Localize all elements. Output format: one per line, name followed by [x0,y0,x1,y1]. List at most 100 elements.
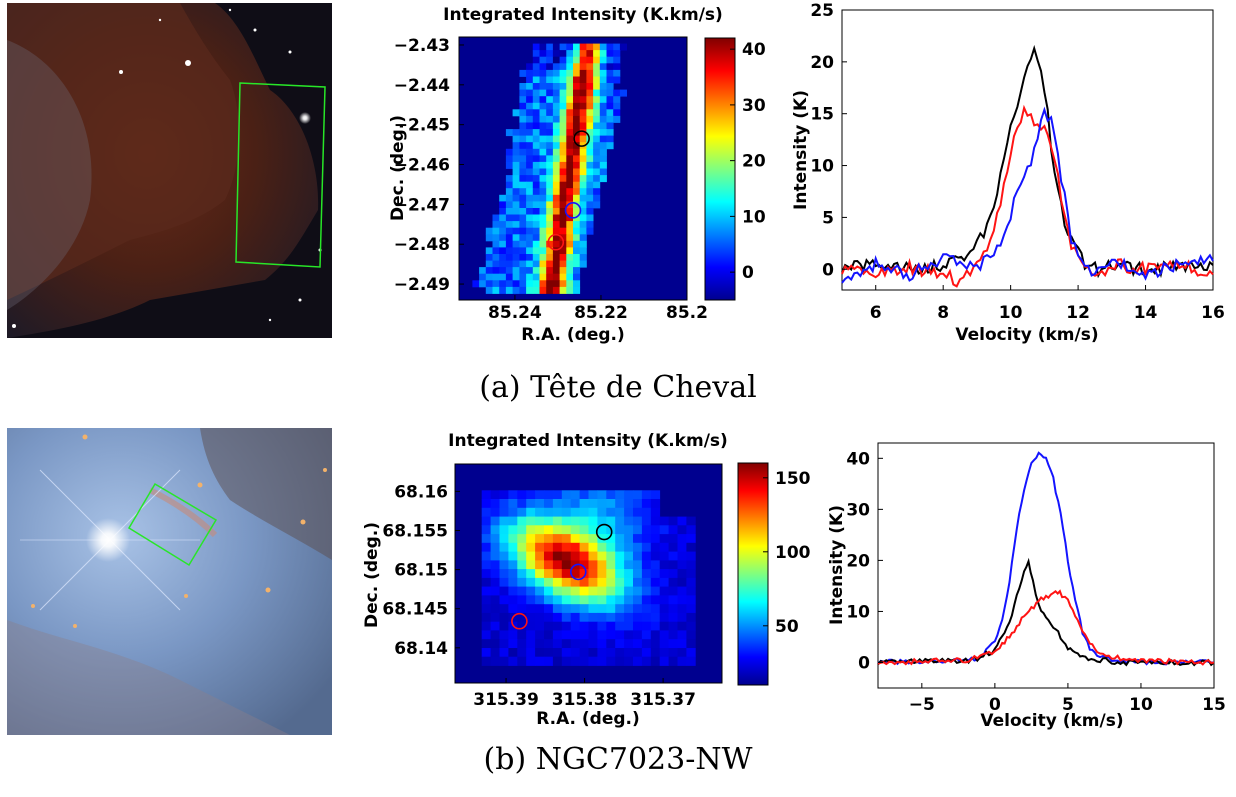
map-cell [659,630,669,640]
map-cell [586,148,594,156]
map-cell [593,109,601,117]
map-cell [546,69,554,77]
map-cell [579,221,587,229]
map-cell [526,551,536,561]
map-cell [481,630,491,640]
y-tick-label: 68.145 [382,600,448,620]
map-cell [597,648,607,658]
map-cell [492,286,500,294]
map-cell [579,247,587,255]
map-cell [615,586,625,596]
map-cell [677,621,687,631]
map-cell [508,586,518,596]
map-cell [613,56,621,64]
map-cell [552,286,560,294]
map-cell [633,595,643,605]
map-cell [559,175,567,183]
map-cell [552,254,560,261]
map-cell [566,161,574,169]
map-cell [615,490,625,500]
map-cell [526,129,534,137]
y-tick-label: 5 [822,208,834,228]
map-cell [532,161,540,169]
map-cell [539,161,547,169]
map-cell [570,534,580,544]
map-cell [485,267,493,275]
map-cell [624,630,634,640]
map-cell [532,168,540,176]
map-cell [552,569,563,579]
map-frame [458,36,688,301]
map-cell [633,499,643,509]
map-cell [559,280,567,288]
map-cell [566,208,574,215]
map-cell [659,604,669,614]
map-cell [532,260,540,268]
map-cell [546,240,554,248]
map-cell [579,648,589,658]
map-cell [641,595,652,605]
map-cell [566,56,574,64]
map-cell [586,201,594,209]
map-cell [539,102,547,110]
map-cell [512,161,520,169]
map-cell [677,630,687,640]
x-tick-label: 10 [999,303,1023,323]
map-cell [566,89,574,97]
map-cell [485,260,493,268]
map-cell [517,595,527,605]
map-cell [499,560,509,570]
map-cell [559,50,567,58]
map-cell [593,43,601,51]
map-cell [517,604,527,614]
map-cell [579,69,587,77]
map-cell [559,96,567,104]
map-cell [586,155,594,163]
map-cell [573,221,581,229]
map-cell [599,122,607,130]
map-cell [552,83,560,90]
map-cell [481,577,491,588]
map-cell [573,161,581,169]
map-cell [532,227,540,235]
map-cell [481,639,491,649]
map-cell [544,569,554,579]
map-cell [499,612,509,623]
map-cell [526,161,534,169]
map-cell [532,142,540,150]
map-cell [546,135,554,143]
map-title: Integrated Intensity (K.km/s) [443,5,723,25]
map-cell [599,43,607,51]
map-cell [505,240,513,248]
map-cell [586,208,594,215]
map-cell [561,577,572,588]
map-cell [546,115,554,123]
map-cell [615,639,625,649]
map-cell [606,115,614,123]
map-cell [615,499,625,509]
map-cell [624,569,634,579]
map-cell [519,194,527,202]
map-cell [599,63,607,71]
map-cell [588,499,598,509]
map-cell [539,240,547,248]
map-cell [499,569,509,579]
map-cell [490,612,500,623]
map-cell [546,168,554,176]
map-cell [539,89,547,97]
map-cell [586,214,594,222]
map-cell [526,507,536,517]
map-cell [650,586,661,596]
map-cell [499,525,509,535]
map-cell [573,260,581,268]
map-cell [526,221,534,229]
map-cell [552,534,563,544]
map-cell [579,161,587,169]
map-cell [485,280,493,288]
map-cell [546,260,554,268]
map-cell [606,551,616,561]
map-cell [526,227,534,235]
map-cell [539,50,547,58]
y-tick-label: 68.16 [394,482,448,502]
map-cell [532,273,540,281]
